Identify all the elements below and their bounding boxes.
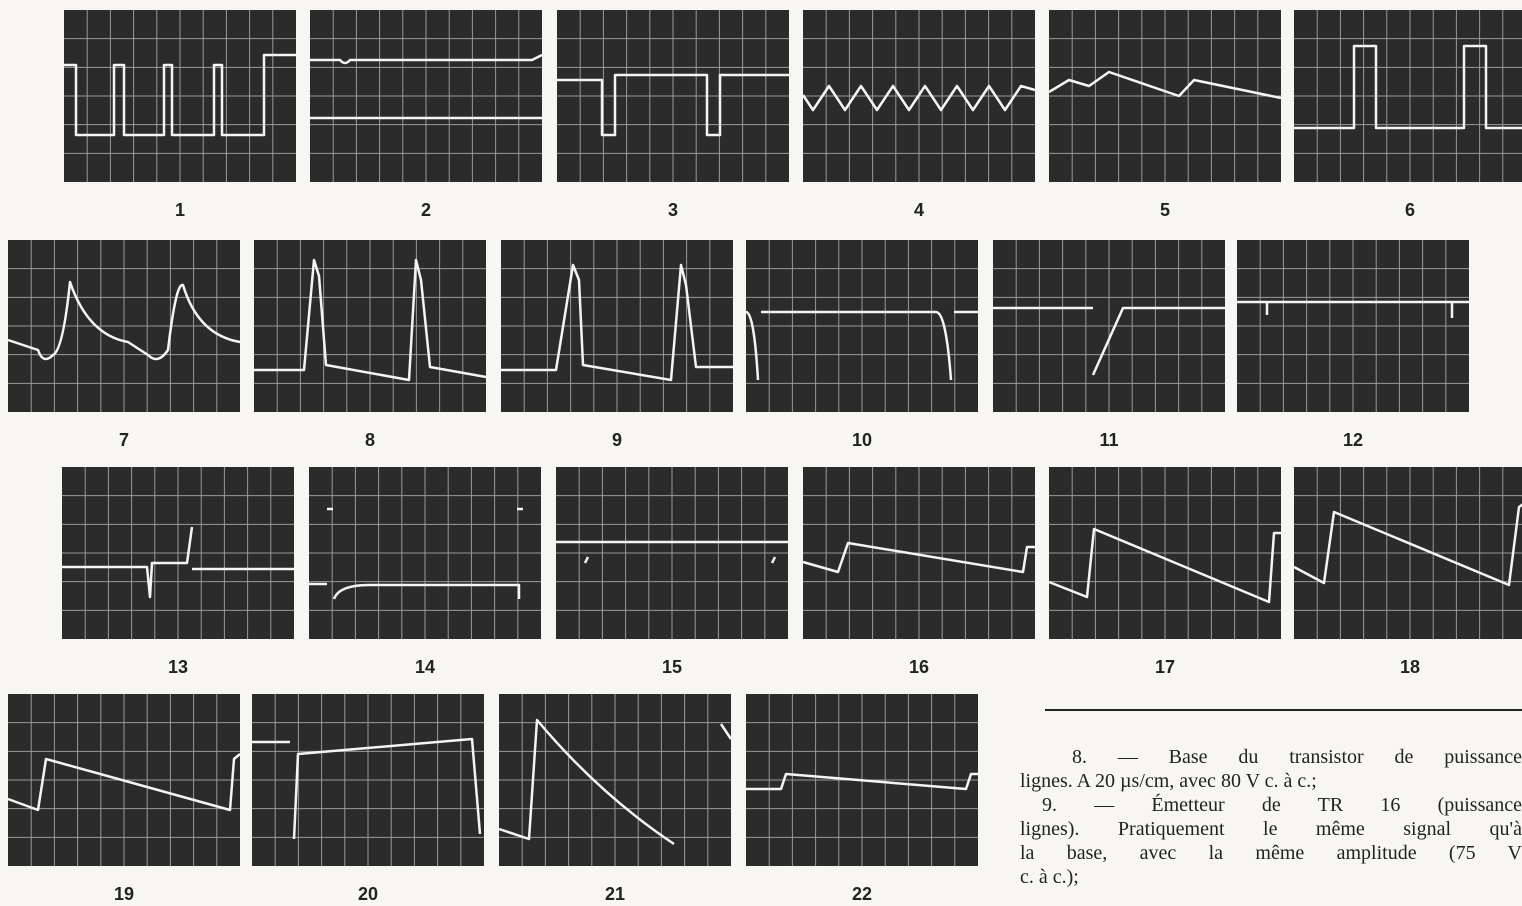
figure-label: 13 xyxy=(168,657,188,677)
caption-line: lignes. A 20 µs/cm, avec 80 V c. à c.; xyxy=(1020,770,1317,793)
figure-label: 4 xyxy=(914,200,924,220)
figure-label: 10 xyxy=(852,430,872,450)
oscillogram xyxy=(1049,10,1281,182)
oscillogram xyxy=(993,240,1225,412)
figure-label: 5 xyxy=(1160,200,1170,220)
figure-label: 18 xyxy=(1400,657,1420,677)
figure-label: 12 xyxy=(1343,430,1363,450)
figure-label: 22 xyxy=(852,884,872,904)
figure-label: 21 xyxy=(605,884,625,904)
oscillogram xyxy=(1237,240,1469,412)
caption-line: c. à c.); xyxy=(1020,866,1079,889)
oscillogram xyxy=(310,10,542,182)
figure-label: 19 xyxy=(114,884,134,904)
figure-label: 16 xyxy=(909,657,929,677)
oscillogram xyxy=(64,10,296,182)
oscillogram xyxy=(8,240,240,412)
oscillogram xyxy=(501,240,733,412)
oscillogram xyxy=(499,694,731,866)
caption-line: 9. — Émetteur de TR 16 (puissance xyxy=(1042,794,1522,817)
figure-label: 9 xyxy=(612,430,622,450)
oscillogram xyxy=(746,240,978,412)
figure-label: 17 xyxy=(1155,657,1175,677)
caption-line: lignes). Pratiquement le même signal qu'… xyxy=(1020,818,1522,841)
figure-label: 14 xyxy=(415,657,435,677)
figure-label: 6 xyxy=(1405,200,1415,220)
figure-label: 3 xyxy=(668,200,678,220)
oscillogram xyxy=(803,467,1035,639)
oscillogram xyxy=(803,10,1035,182)
caption-line: 8. — Base du transistor de puissance xyxy=(1072,746,1522,769)
oscillogram xyxy=(309,467,541,639)
figure-label: 7 xyxy=(119,430,129,450)
figure-label: 1 xyxy=(175,200,185,220)
figure-label: 11 xyxy=(1099,430,1118,450)
figure-label: 2 xyxy=(421,200,431,220)
oscillogram xyxy=(252,694,484,866)
oscillogram xyxy=(1294,10,1522,182)
oscillogram xyxy=(557,10,789,182)
page: 12345678910111213141516171819202122 8. —… xyxy=(0,0,1522,906)
oscillogram xyxy=(556,467,788,639)
caption-line: la base, avec la même amplitude (75 V xyxy=(1020,842,1522,865)
figure-label: 15 xyxy=(662,657,682,677)
oscillogram xyxy=(1294,467,1522,639)
figure-label: 8 xyxy=(365,430,375,450)
oscillogram xyxy=(746,694,978,866)
oscillogram xyxy=(1049,467,1281,639)
oscillogram xyxy=(8,694,240,866)
oscillogram xyxy=(254,240,486,412)
figure-label: 20 xyxy=(358,884,378,904)
oscillogram xyxy=(62,467,294,639)
